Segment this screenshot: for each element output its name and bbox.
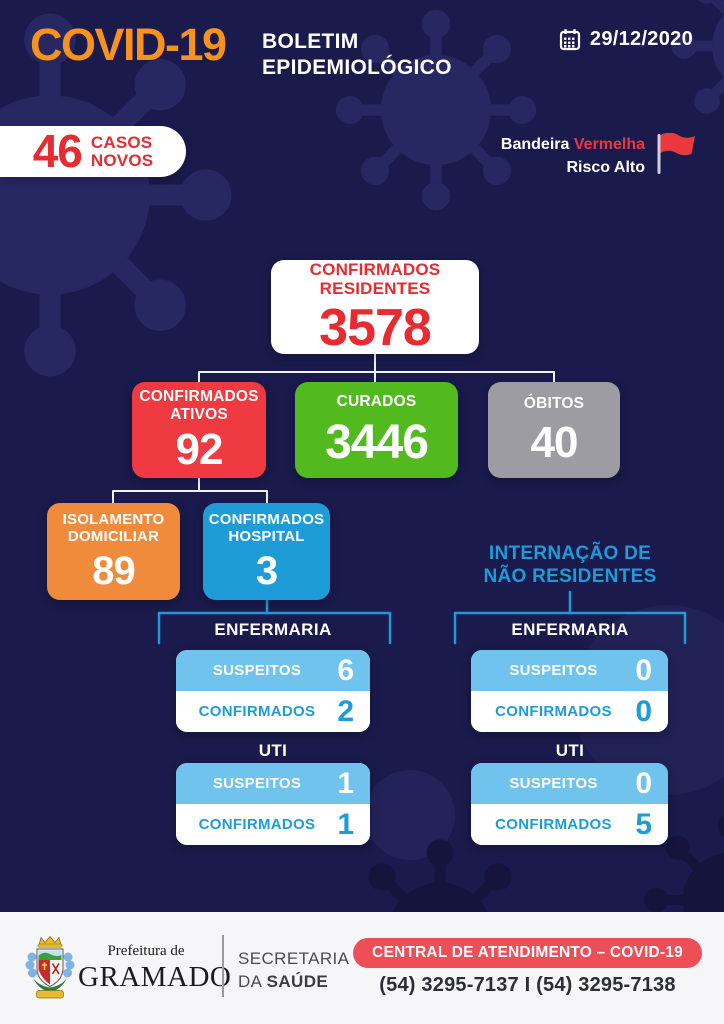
node-confirmados-ativos: CONFIRMADOS ATIVOS 92 <box>132 382 266 478</box>
node-value: 3578 <box>319 299 432 358</box>
node-value: 89 <box>92 548 135 593</box>
org-prefix: Prefeitura de <box>107 943 185 959</box>
suspeitos-value: 0 <box>635 653 652 687</box>
footer-divider <box>222 935 224 997</box>
section-uti-residents: UTI <box>258 741 288 760</box>
footer: Prefeitura de GRAMADO SECRETARIA DA SAÚD… <box>0 912 724 1024</box>
row-confirmados: CONFIRMADOS 0 <box>471 691 668 732</box>
node-label: CONFIRMADOS RESIDENTES <box>309 259 441 298</box>
report-date: 29/12/2020 <box>559 28 693 51</box>
risk-flag-block: Bandeira Vermelha Risco Alto <box>501 133 697 179</box>
row-suspeitos: SUSPEITOS 0 <box>471 763 668 804</box>
confirmados-value: 0 <box>635 694 652 728</box>
node-label: ÓBITOS <box>523 395 585 413</box>
stat-box-uti-non-residents: SUSPEITOS 0 CONFIRMADOS 5 <box>471 763 668 845</box>
node-label: CONFIRMADOS ATIVOS <box>139 388 259 423</box>
row-confirmados: CONFIRMADOS 1 <box>176 804 370 845</box>
gramado-coat-of-arms-icon <box>25 935 75 999</box>
section-uti-non-residents: UTI <box>555 741 585 760</box>
stat-box-uti-residents: SUSPEITOS 1 CONFIRMADOS 1 <box>176 763 370 845</box>
node-confirmados-hospital: CONFIRMADOS HOSPITAL 3 <box>203 503 330 600</box>
subtitle-line-2: EPIDEMIOLÓGICO <box>262 55 452 79</box>
node-value: 3446 <box>325 415 429 469</box>
covid-hotline-banner: CENTRAL DE ATENDIMENTO – COVID-19 <box>353 938 702 968</box>
confirmados-value: 1 <box>337 807 354 841</box>
row-suspeitos: SUSPEITOS 0 <box>471 650 668 691</box>
node-value: 92 <box>175 424 224 474</box>
node-label: CONFIRMADOS HOSPITAL <box>208 511 325 545</box>
health-department-label: SECRETARIA DA SAÚDE <box>238 949 350 991</box>
org-name: GRAMADO <box>78 961 232 993</box>
row-suspeitos: SUSPEITOS 1 <box>176 763 370 804</box>
node-label: ISOLAMENTO DOMICILIAR <box>62 511 165 545</box>
subtitle-line-1: BOLETIM <box>262 30 359 53</box>
suspeitos-value: 6 <box>337 653 354 687</box>
hotline-phone-numbers: (54) 3295-7137 I (54) 3295-7138 <box>379 974 676 996</box>
node-label: CURADOS <box>336 393 417 411</box>
node-value: 40 <box>530 417 579 467</box>
row-suspeitos: SUSPEITOS 6 <box>176 650 370 691</box>
risk-flag-text: Bandeira Vermelha Risco Alto <box>501 133 645 179</box>
node-value: 3 <box>255 548 278 593</box>
node-confirmados-residentes: CONFIRMADOS RESIDENTES 3578 <box>271 260 479 354</box>
row-confirmados: CONFIRMADOS 2 <box>176 691 370 732</box>
row-confirmados: CONFIRMADOS 5 <box>471 804 668 845</box>
suspeitos-value: 0 <box>635 766 652 800</box>
calendar-icon <box>559 29 580 51</box>
page-subtitle: BOLETIM EPIDEMIOLÓGICO <box>262 29 452 80</box>
risk-level: Risco Alto <box>566 159 645 177</box>
section-enfermaria-residents: ENFERMARIA <box>214 620 332 639</box>
stat-box-enfermaria-non-residents: SUSPEITOS 0 CONFIRMADOS 0 <box>471 650 668 732</box>
new-cases-value: 46 <box>32 124 83 177</box>
node-curados: CURADOS 3446 <box>295 382 458 478</box>
confirmados-value: 2 <box>337 694 354 728</box>
confirmados-value: 5 <box>635 807 652 841</box>
new-cases-badge: 46 CASOS NOVOS <box>0 126 186 177</box>
node-isolamento-domiciliar: ISOLAMENTO DOMICILIAR 89 <box>47 503 180 600</box>
node-obitos: ÓBITOS 40 <box>488 382 620 478</box>
non-residents-title: INTERNAÇÃO DE NÃO RESIDENTES <box>483 543 657 588</box>
suspeitos-value: 1 <box>337 766 354 800</box>
flag-name-line: Bandeira Vermelha <box>500 136 645 153</box>
date-text: 29/12/2020 <box>589 28 693 50</box>
stat-box-enfermaria-residents: SUSPEITOS 6 CONFIRMADOS 2 <box>176 650 370 732</box>
page-title: COVID-19 <box>30 19 227 70</box>
section-enfermaria-non-residents: ENFERMARIA <box>511 620 629 639</box>
city-hall-logotype: Prefeitura de GRAMADO <box>78 943 232 994</box>
red-flag-icon <box>657 133 695 174</box>
new-cases-label: CASOS NOVOS <box>90 132 154 170</box>
